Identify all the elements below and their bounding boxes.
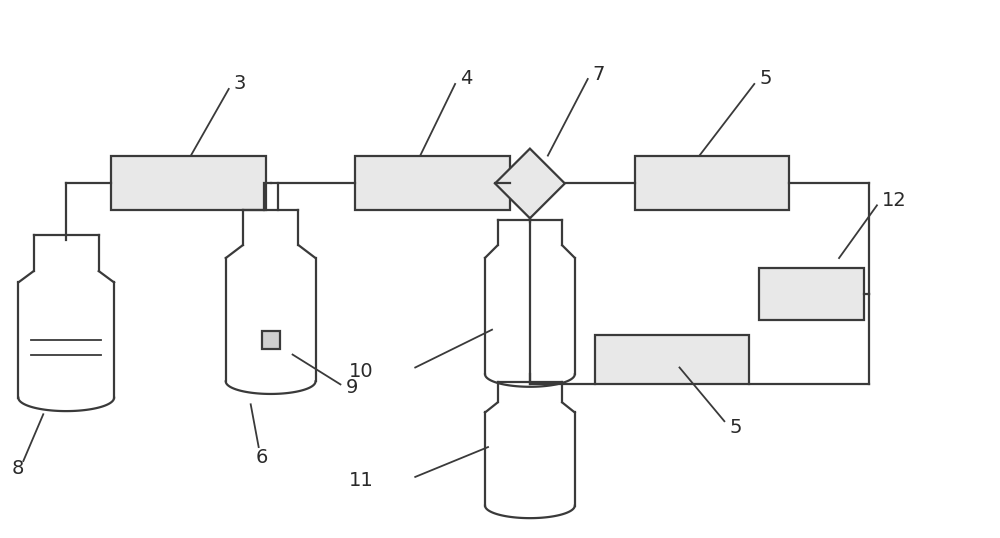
Bar [595, 335, 749, 385]
Bar [759, 268, 864, 320]
Text: 5: 5 [729, 417, 742, 437]
Bar [262, 331, 280, 349]
Text: 7: 7 [593, 65, 605, 83]
Text: 5: 5 [759, 69, 772, 88]
Text: 3: 3 [234, 74, 246, 94]
Text: 6: 6 [256, 448, 268, 466]
Text: 9: 9 [345, 378, 358, 397]
Bar [355, 155, 510, 210]
Text: 8: 8 [11, 459, 24, 478]
Text: 11: 11 [348, 471, 373, 491]
Bar [111, 155, 266, 210]
Text: 4: 4 [460, 69, 472, 88]
Text: 10: 10 [348, 362, 373, 381]
Text: 12: 12 [882, 191, 907, 210]
Polygon shape [495, 148, 565, 218]
Bar [635, 155, 789, 210]
